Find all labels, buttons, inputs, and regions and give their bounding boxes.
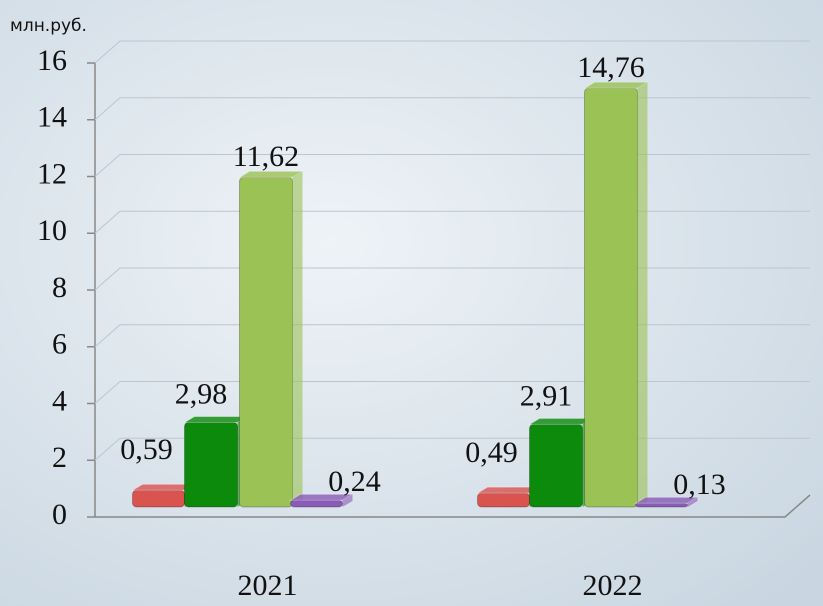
- y-tick-label: 6: [52, 328, 67, 361]
- data-label: 14,76: [577, 51, 645, 84]
- bar-side: [342, 494, 353, 507]
- grid-line: [94, 210, 810, 234]
- data-label: 2,91: [520, 379, 573, 412]
- y-tick-label: 12: [37, 157, 67, 190]
- bar-front: [239, 176, 293, 508]
- bar: [633, 496, 700, 508]
- grid-line: [94, 154, 810, 177]
- y-tick-label: 10: [37, 214, 67, 247]
- data-label: 0,59: [120, 433, 173, 466]
- bar-side: [637, 82, 648, 507]
- bar-front: [132, 489, 185, 508]
- bar: [527, 417, 595, 508]
- bar-front: [184, 421, 238, 508]
- bar: [582, 81, 650, 508]
- bar-front: [584, 87, 638, 508]
- bar-front: [290, 499, 343, 508]
- grid-line: [94, 97, 810, 121]
- y-tick-label: 8: [52, 271, 67, 304]
- bar-side: [687, 497, 698, 507]
- y-tick-label: 2: [52, 441, 67, 474]
- grid-line: [94, 40, 810, 64]
- x-tick-label: 2021: [238, 569, 298, 602]
- bar-top: [527, 417, 595, 425]
- data-label: 2,98: [175, 377, 228, 410]
- data-label: 0,13: [673, 468, 726, 501]
- y-tick-label: 4: [52, 384, 67, 417]
- grid-line: [94, 381, 810, 404]
- grid-line: [94, 267, 810, 291]
- bar-front: [529, 423, 583, 508]
- floor: [95, 494, 811, 518]
- bar-front: [477, 492, 530, 508]
- y-unit: млн.руб.: [10, 16, 87, 36]
- x-tick-label: 2022: [583, 569, 643, 602]
- data-label: 0,49: [465, 436, 518, 469]
- y-tick-label: 16: [37, 44, 67, 77]
- bar: [182, 415, 250, 508]
- bar: [288, 493, 355, 508]
- bar-side: [292, 171, 303, 507]
- y-tick-label: 14: [37, 101, 67, 134]
- data-label: 0,24: [328, 465, 381, 498]
- bar-front: [635, 502, 688, 508]
- bar-top: [633, 496, 700, 504]
- data-label: 11,62: [233, 140, 299, 173]
- bar: [237, 170, 305, 508]
- grid-line: [94, 324, 810, 348]
- y-tick-label: 0: [52, 498, 67, 531]
- bar-top: [182, 415, 250, 423]
